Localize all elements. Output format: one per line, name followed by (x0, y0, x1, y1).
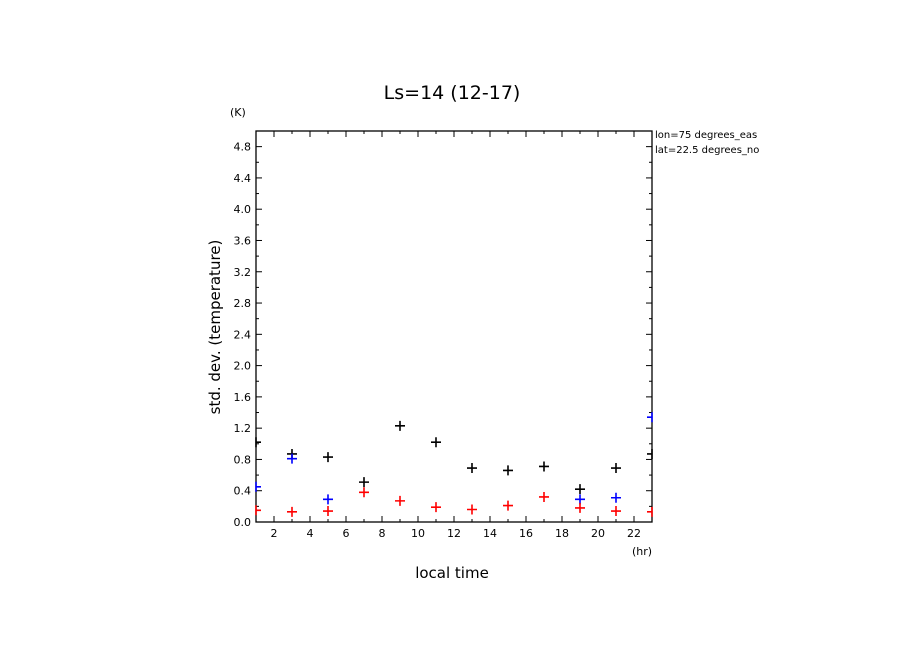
data-point (431, 437, 441, 448)
data-point (255, 437, 261, 448)
y-unit-label: (K) (230, 106, 246, 119)
data-point (323, 452, 333, 463)
x-tick-label: 22 (627, 527, 641, 540)
x-tick-label: 8 (379, 527, 386, 540)
x-tick-label: 2 (271, 527, 278, 540)
x-tick-label: 6 (343, 527, 350, 540)
y-axis-label: std. dev. (temperature) (206, 240, 224, 415)
data-point (647, 412, 653, 423)
y-tick-label: 4.8 (234, 141, 252, 154)
y-tick-label: 1.2 (234, 422, 252, 435)
data-point (287, 453, 297, 464)
plot-frame (255, 130, 653, 523)
data-point (467, 504, 477, 515)
y-tick-label: 0.0 (234, 516, 252, 529)
data-point (255, 505, 261, 516)
data-point (611, 492, 621, 503)
y-tick-label: 0.8 (234, 453, 252, 466)
data-point (575, 484, 585, 495)
data-point (647, 506, 653, 517)
annotation-lon: lon=75 degrees_eas (655, 130, 757, 141)
data-point (255, 481, 261, 492)
y-tick-label: 3.6 (234, 234, 252, 247)
y-tick-label: 4.0 (234, 203, 252, 216)
data-point (323, 494, 333, 505)
x-tick-label: 12 (447, 527, 461, 540)
y-tick-label: 4.4 (234, 172, 252, 185)
data-point (503, 500, 513, 511)
data-point (575, 502, 585, 513)
data-point (539, 461, 549, 472)
y-tick-label: 3.2 (234, 266, 252, 279)
data-point (647, 448, 653, 459)
data-point (611, 463, 621, 474)
data-point (539, 491, 549, 502)
x-tick-label: 18 (555, 527, 569, 540)
x-tick-label: 10 (411, 527, 425, 540)
x-tick-label: 20 (591, 527, 605, 540)
y-tick-label: 2.8 (234, 297, 252, 310)
data-point (467, 463, 477, 474)
data-point (287, 506, 297, 517)
x-unit-label: (hr) (632, 545, 652, 558)
data-point (395, 495, 405, 506)
y-tick-label: 2.4 (234, 328, 252, 341)
x-tick-label: 16 (519, 527, 533, 540)
y-axis-ticks: 0.0 0.4 0.8 1.2 1.6 2.0 2.4 2.8 3.2 3.6 4.0 4.4 4.8 (234, 130, 652, 529)
chart-title: Ls=14 (12-17) (384, 82, 521, 104)
data-point (359, 477, 369, 488)
x-tick-label: 4 (307, 527, 314, 540)
data-point (431, 502, 441, 513)
data-point (503, 465, 513, 476)
data-point (323, 506, 333, 517)
data-point (611, 506, 621, 517)
annotation-lat: lat=22.5 degrees_no (655, 145, 759, 156)
data-markers (255, 412, 653, 517)
data-point (575, 494, 585, 505)
data-point (395, 420, 405, 431)
data-point (359, 487, 369, 498)
y-tick-label: 0.4 (234, 485, 252, 498)
x-axis-label: local time (415, 564, 489, 582)
x-axis-ticks: 2 4 6 8 10 12 14 16 18 20 22 (255, 131, 653, 540)
x-tick-label: 14 (483, 527, 497, 540)
y-tick-label: 2.0 (234, 360, 252, 373)
y-tick-label: 1.6 (234, 391, 252, 404)
